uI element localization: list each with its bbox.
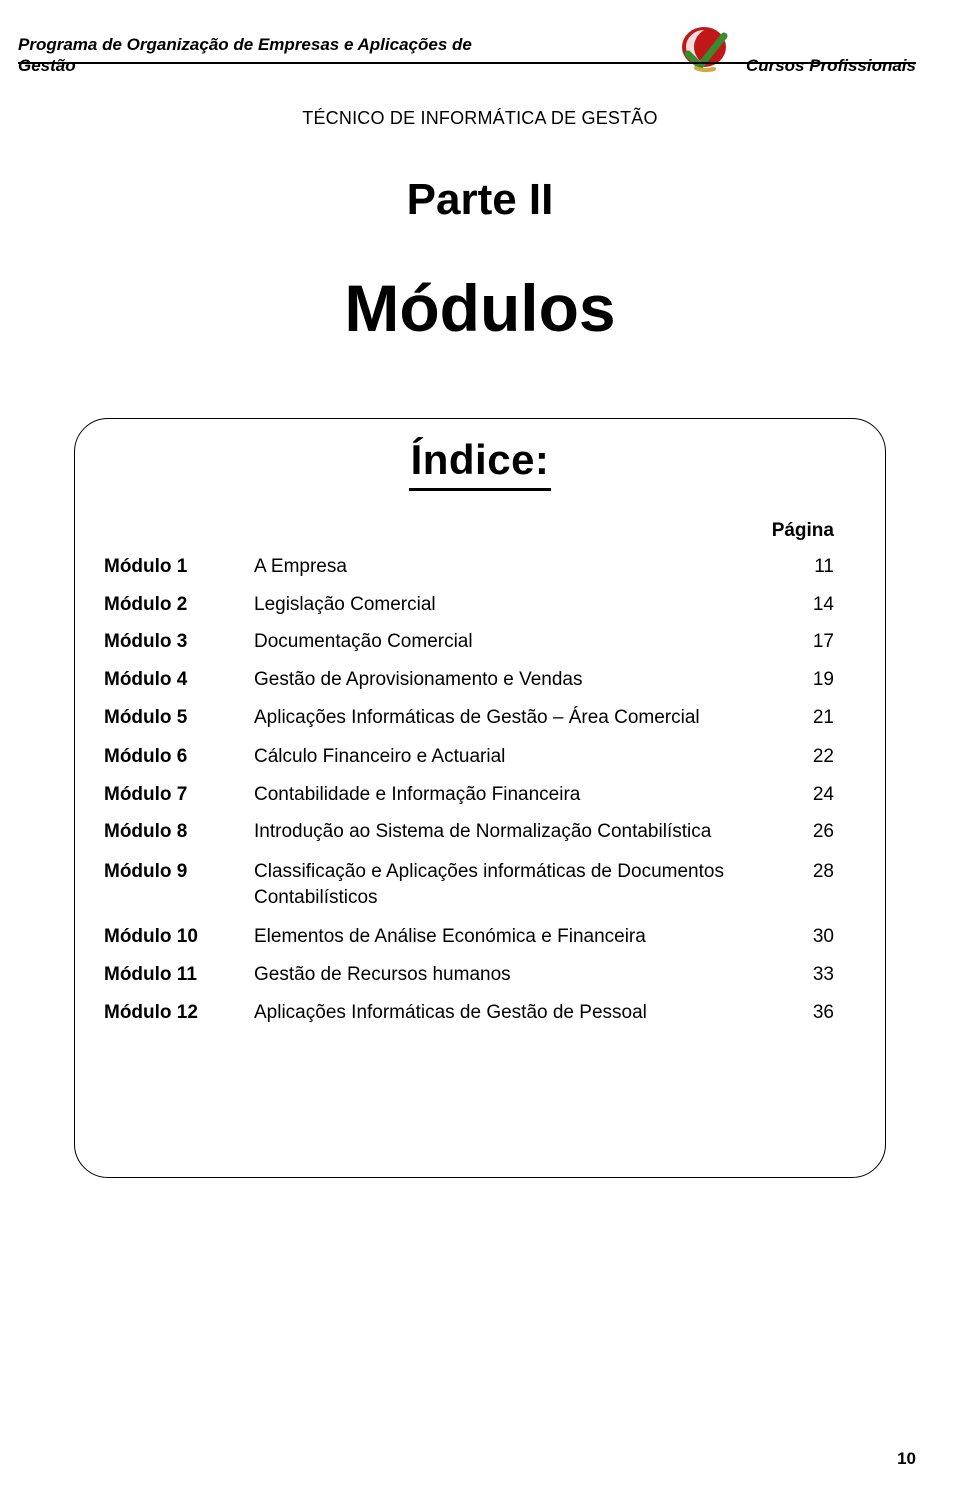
module-label: Módulo 8	[104, 819, 254, 845]
table-row: Módulo 8 Introdução ao Sistema de Normal…	[104, 819, 852, 845]
table-row: Módulo 1 A Empresa 11	[104, 554, 852, 580]
module-page: 26	[768, 819, 852, 845]
index-header-page: Página	[768, 520, 852, 542]
module-page: 21	[768, 705, 852, 731]
module-page: 33	[768, 962, 852, 988]
module-title: Introdução ao Sistema de Normalização Co…	[254, 819, 768, 845]
table-row: Módulo 12 Aplicações Informáticas de Ges…	[104, 1000, 852, 1026]
index-header-blank2	[254, 520, 768, 542]
module-label: Módulo 9	[104, 859, 254, 885]
page: Programa de Organização de Empresas e Ap…	[0, 0, 960, 1499]
table-row: Módulo 3 Documentação Comercial 17	[104, 629, 852, 655]
table-row: Módulo 9 Classificação e Aplicações info…	[104, 859, 852, 910]
table-row: Módulo 6 Cálculo Financeiro e Actuarial …	[104, 744, 852, 770]
module-label: Módulo 3	[104, 629, 254, 655]
indice-wrap: Índice:	[0, 436, 960, 491]
module-label: Módulo 12	[104, 1000, 254, 1026]
table-row: Módulo 4 Gestão de Aprovisionamento e Ve…	[104, 667, 852, 693]
part-title: Parte II	[0, 175, 960, 225]
program-title-line2: Gestão	[18, 56, 76, 75]
table-row: Módulo 5 Aplicações Informáticas de Gest…	[104, 705, 852, 731]
module-title: Cálculo Financeiro e Actuarial	[254, 744, 768, 770]
module-label: Módulo 7	[104, 782, 254, 808]
program-title: Programa de Organização de Empresas e Ap…	[18, 34, 538, 77]
course-line: TÉCNICO DE INFORMÁTICA DE GESTÃO	[0, 108, 960, 129]
index-header-row: Página	[104, 520, 852, 542]
module-label: Módulo 2	[104, 592, 254, 618]
modulos-title: Módulos	[0, 270, 960, 346]
module-page: 28	[768, 859, 852, 885]
module-page: 30	[768, 924, 852, 950]
header-right-label: Cursos Profissionais	[746, 56, 916, 76]
module-label: Módulo 4	[104, 667, 254, 693]
module-title: Aplicações Informáticas de Gestão – Área…	[254, 705, 768, 731]
module-title: Contabilidade e Informação Financeira	[254, 782, 768, 808]
module-label: Módulo 10	[104, 924, 254, 950]
module-page: 14	[768, 592, 852, 618]
module-page: 17	[768, 629, 852, 655]
table-row: Módulo 10 Elementos de Análise Económica…	[104, 924, 852, 950]
index-header-blank	[104, 520, 254, 542]
index-table: Página Módulo 1 A Empresa 11 Módulo 2 Le…	[104, 520, 852, 1037]
module-page: 22	[768, 744, 852, 770]
module-page: 24	[768, 782, 852, 808]
module-label: Módulo 5	[104, 705, 254, 731]
module-label: Módulo 11	[104, 962, 254, 988]
header-divider	[18, 62, 916, 64]
module-page: 11	[768, 554, 852, 580]
page-header: Programa de Organização de Empresas e Ap…	[0, 18, 960, 24]
indice-title: Índice:	[409, 436, 552, 491]
table-row: Módulo 11 Gestão de Recursos humanos 33	[104, 962, 852, 988]
table-row: Módulo 7 Contabilidade e Informação Fina…	[104, 782, 852, 808]
page-number: 10	[897, 1449, 916, 1469]
module-title: A Empresa	[254, 554, 768, 580]
module-page: 36	[768, 1000, 852, 1026]
module-title: Elementos de Análise Económica e Finance…	[254, 924, 768, 950]
module-title: Gestão de Aprovisionamento e Vendas	[254, 667, 768, 693]
module-label: Módulo 6	[104, 744, 254, 770]
module-title: Aplicações Informáticas de Gestão de Pes…	[254, 1000, 768, 1026]
module-title: Legislação Comercial	[254, 592, 768, 618]
module-title: Classificação e Aplicações informáticas …	[254, 859, 768, 910]
module-title: Gestão de Recursos humanos	[254, 962, 768, 988]
logo-icon	[676, 24, 732, 74]
module-label: Módulo 1	[104, 554, 254, 580]
module-title: Documentação Comercial	[254, 629, 768, 655]
program-title-line1: Programa de Organização de Empresas e Ap…	[18, 35, 472, 54]
module-page: 19	[768, 667, 852, 693]
table-row: Módulo 2 Legislação Comercial 14	[104, 592, 852, 618]
